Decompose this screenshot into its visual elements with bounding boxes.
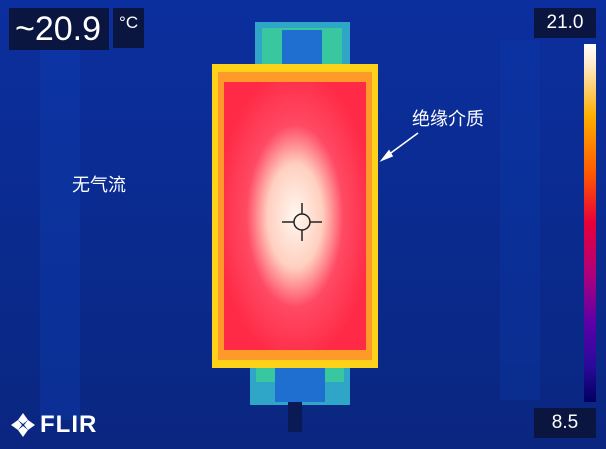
scale-min-label: 8.5: [534, 408, 596, 438]
left-shade: [40, 40, 80, 420]
crosshair-icon: [282, 203, 322, 241]
annotation-arrow: [379, 132, 419, 162]
insulation-plate: [212, 64, 378, 368]
top-clamp: [255, 22, 350, 70]
temperature-unit: °C: [113, 8, 145, 48]
flir-logo: FLIR: [10, 410, 97, 440]
no-airflow-label: 无气流: [72, 175, 126, 196]
right-shade: [500, 40, 540, 400]
color-scale-bar: [584, 44, 596, 402]
flir-logo-text: FLIR: [40, 411, 98, 438]
flir-logo-icon: [11, 413, 35, 437]
scale-max-label: 21.0: [534, 8, 596, 38]
insulation-medium-label: 绝缘介质: [412, 109, 484, 130]
temperature-readout: ~20.9: [9, 8, 110, 50]
temperature-box: ~20.9 °C: [9, 8, 145, 50]
